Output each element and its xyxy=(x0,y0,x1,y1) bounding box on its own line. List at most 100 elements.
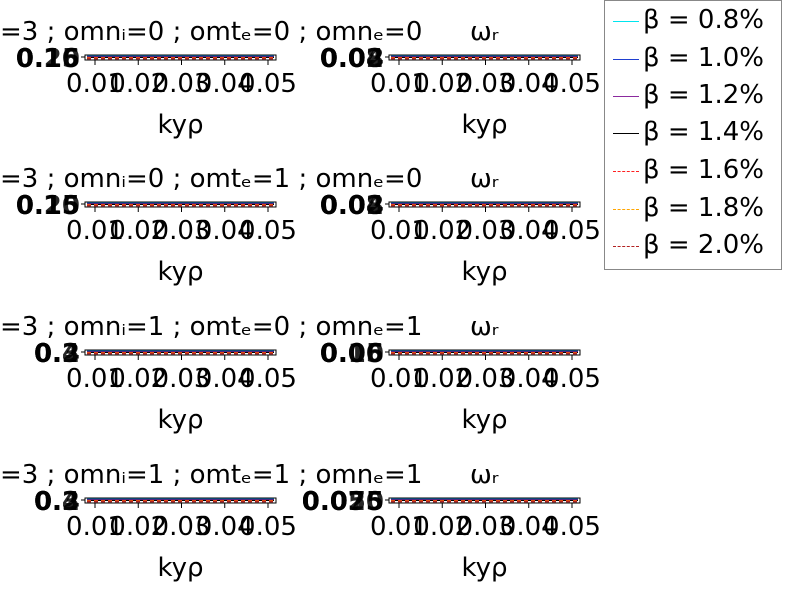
legend-item: β = 1.8% xyxy=(611,191,779,227)
panel-title: ωᵣ xyxy=(470,164,499,194)
y-tick-label: 0.025 xyxy=(302,487,384,517)
x-tick-label: 0.05 xyxy=(239,69,297,99)
x-axis-label: kyρ xyxy=(157,553,203,583)
x-tick-label: 0.03 xyxy=(153,216,211,246)
x-tick-label: 0.03 xyxy=(153,69,211,99)
legend-item: β = 2.0% xyxy=(611,228,779,264)
x-tick-label: 0.02 xyxy=(109,364,167,394)
x-tick-label: 0.03 xyxy=(153,364,211,394)
y-tick-label: 0.10 xyxy=(16,191,80,221)
x-tick-label: 0.02 xyxy=(109,512,167,542)
panel-title: =3 ; omnᵢ=1 ; omtₑ=0 ; omnₑ=1 xyxy=(0,312,422,342)
y-tick-label: 0.2 xyxy=(34,487,80,517)
legend-swatch xyxy=(613,59,639,60)
legend-swatch xyxy=(613,171,639,172)
legend-item: β = 1.6% xyxy=(611,153,779,189)
x-axis-label: kyρ xyxy=(157,405,203,435)
y-tick-label: 0.02 xyxy=(320,44,384,74)
x-tick-label: 0.04 xyxy=(196,512,254,542)
x-tick-label: 0.04 xyxy=(500,512,558,542)
legend-swatch xyxy=(613,209,639,210)
legend-item: β = 1.2% xyxy=(611,78,779,114)
legend-label: β = 1.0% xyxy=(643,43,764,73)
legend-label: β = 1.6% xyxy=(643,155,764,185)
y-tick-label: 0.08 xyxy=(320,44,384,74)
x-tick-label: 0.02 xyxy=(109,216,167,246)
legend-item: β = 1.0% xyxy=(611,41,779,77)
panel-title: ωᵣ xyxy=(470,312,499,342)
x-tick-label: 0.04 xyxy=(500,364,558,394)
legend-item: β = 0.8% xyxy=(611,3,779,39)
y-tick-label: 0.3 xyxy=(34,487,80,517)
x-tick-label: 0.02 xyxy=(109,69,167,99)
panel-title: =3 ; omnᵢ=0 ; omtₑ=1 ; omnₑ=0 xyxy=(0,164,422,194)
y-tick-label: 0.050 xyxy=(302,487,384,517)
x-tick-label: 0.03 xyxy=(153,512,211,542)
y-tick-label: 0.16 xyxy=(16,44,80,74)
y-tick-label: 0.04 xyxy=(320,191,384,221)
x-tick-label: 0.01 xyxy=(370,512,428,542)
x-tick-label: 0.04 xyxy=(500,69,558,99)
x-tick-label: 0.01 xyxy=(66,216,124,246)
legend-label: β = 2.0% xyxy=(643,230,764,260)
x-tick-label: 0.05 xyxy=(239,512,297,542)
x-tick-label: 0.01 xyxy=(66,69,124,99)
x-axis-label: kyρ xyxy=(461,110,507,140)
x-tick-label: 0.03 xyxy=(457,216,515,246)
x-tick-label: 0.05 xyxy=(543,216,601,246)
x-tick-label: 0.01 xyxy=(66,364,124,394)
y-tick-label: 0.15 xyxy=(16,191,80,221)
x-tick-label: 0.03 xyxy=(457,69,515,99)
x-tick-label: 0.05 xyxy=(543,69,601,99)
y-tick-label: 0.4 xyxy=(34,487,80,517)
y-tick-label: 0.05 xyxy=(320,339,384,369)
x-axis-label: kyρ xyxy=(461,405,507,435)
x-tick-label: 0.05 xyxy=(239,364,297,394)
legend-label: β = 1.4% xyxy=(643,117,764,147)
x-tick-label: 0.02 xyxy=(413,512,471,542)
x-tick-label: 0.05 xyxy=(543,364,601,394)
y-tick-label: 0.075 xyxy=(302,487,384,517)
y-tick-label: 0.4 xyxy=(34,339,80,369)
y-tick-label: 0.08 xyxy=(320,191,384,221)
panel-title: =3 ; omnᵢ=0 ; omtₑ=0 ; omnₑ=0 xyxy=(0,17,422,47)
legend-swatch xyxy=(613,96,639,97)
y-tick-label: 0.25 xyxy=(16,44,80,74)
x-tick-label: 0.01 xyxy=(370,216,428,246)
x-tick-label: 0.04 xyxy=(500,216,558,246)
y-tick-label: 0.06 xyxy=(320,339,384,369)
y-tick-label: 0.2 xyxy=(34,339,80,369)
x-axis-label: kyρ xyxy=(461,257,507,287)
x-tick-label: 0.04 xyxy=(196,69,254,99)
x-tick-label: 0.02 xyxy=(413,364,471,394)
x-tick-label: 0.01 xyxy=(370,364,428,394)
panel-title: =3 ; omnᵢ=1 ; omtₑ=1 ; omnₑ=1 xyxy=(0,460,422,490)
legend-label: β = 1.8% xyxy=(643,193,764,223)
x-tick-label: 0.03 xyxy=(457,512,515,542)
y-tick-label: 0.10 xyxy=(320,339,384,369)
y-tick-label: 0.25 xyxy=(16,191,80,221)
x-tick-label: 0.05 xyxy=(543,512,601,542)
y-tick-label: 0.02 xyxy=(320,191,384,221)
x-axis-label: kyρ xyxy=(157,110,203,140)
x-tick-label: 0.04 xyxy=(196,364,254,394)
x-tick-label: 0.01 xyxy=(370,69,428,99)
x-tick-label: 0.04 xyxy=(196,216,254,246)
y-tick-label: 0.04 xyxy=(320,44,384,74)
legend-swatch xyxy=(613,133,639,134)
x-tick-label: 0.02 xyxy=(413,216,471,246)
y-tick-label: 0.10 xyxy=(16,44,80,74)
legend-label: β = 1.2% xyxy=(643,80,764,110)
x-tick-label: 0.02 xyxy=(413,69,471,99)
panel-title: ωᵣ xyxy=(470,460,499,490)
legend-swatch xyxy=(613,21,639,22)
x-axis-label: kyρ xyxy=(157,257,203,287)
y-tick-label: 0.3 xyxy=(34,339,80,369)
x-axis-label: kyρ xyxy=(461,553,507,583)
legend: β = 0.8% β = 1.0% β = 1.2% β = 1.4% β = … xyxy=(604,0,782,270)
legend-swatch xyxy=(613,246,639,247)
x-tick-label: 0.03 xyxy=(457,364,515,394)
x-tick-label: 0.01 xyxy=(66,512,124,542)
legend-item: β = 1.4% xyxy=(611,115,779,151)
x-tick-label: 0.05 xyxy=(239,216,297,246)
